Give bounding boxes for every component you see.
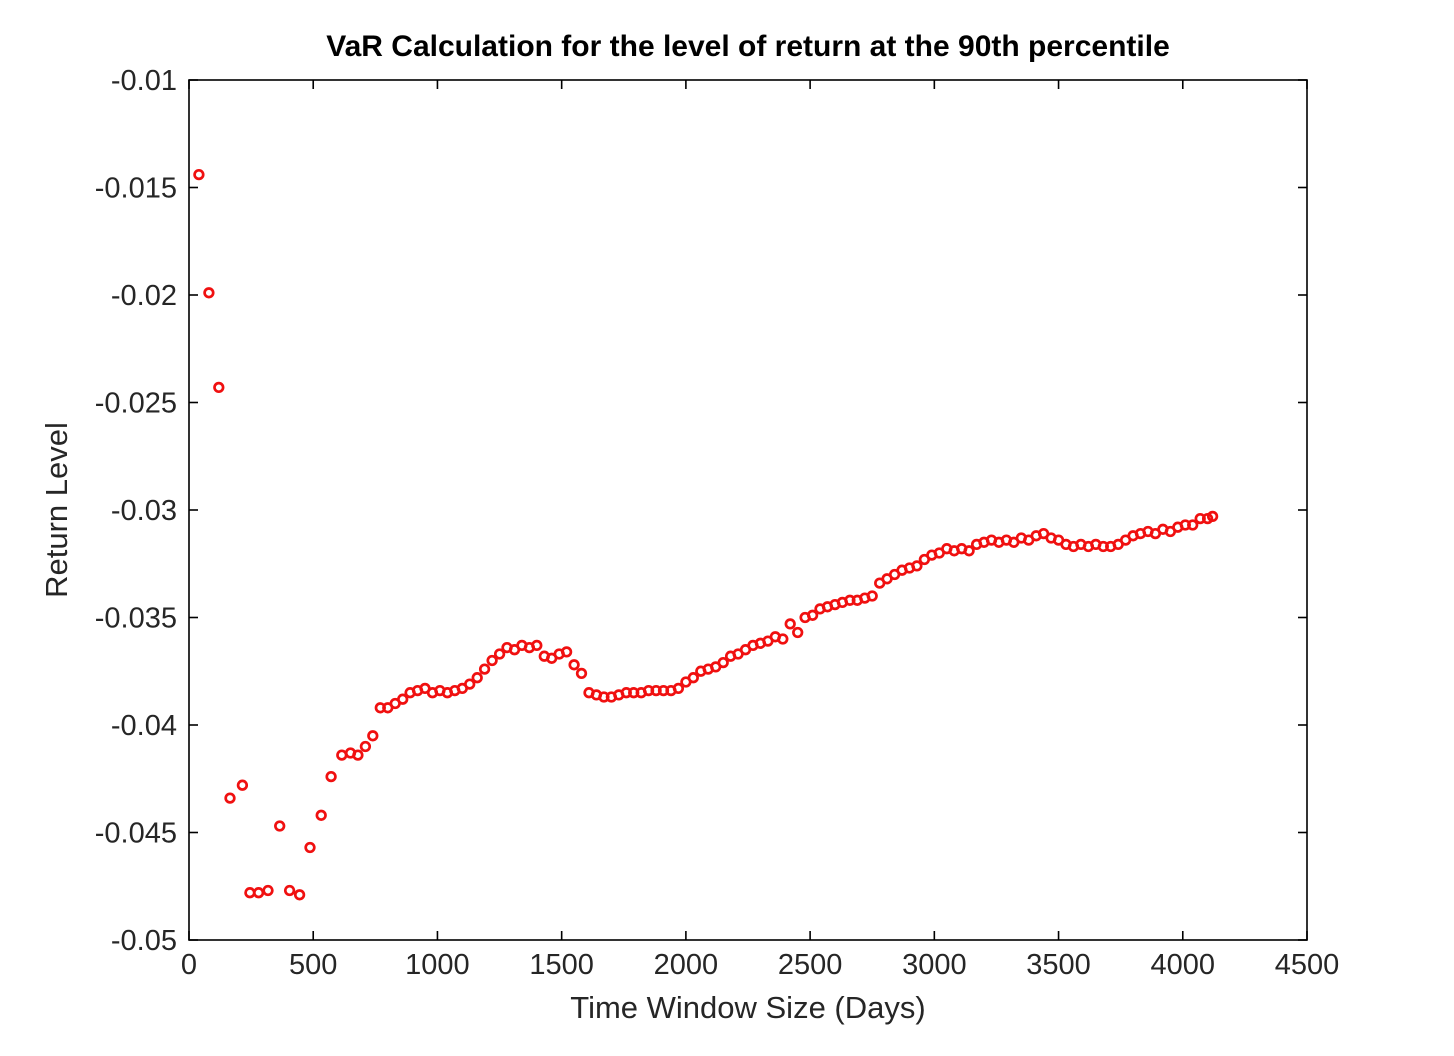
y-tick-label: -0.015 (95, 173, 177, 205)
x-tick-label: 1000 (405, 949, 470, 981)
scatter-marker (325, 770, 337, 783)
scatter-marker (213, 381, 225, 394)
scatter-marker (244, 887, 256, 899)
scatter-marker (560, 646, 573, 658)
y-tick-label: -0.04 (111, 710, 177, 742)
scatter-marker (252, 887, 265, 899)
scatter-marker (478, 663, 491, 675)
x-tick-label: 2000 (654, 949, 719, 981)
scatter-marker (471, 672, 483, 684)
scatter-marker (806, 609, 819, 621)
x-tick-label: 0 (181, 949, 197, 981)
scatter-marker (486, 654, 498, 667)
scatter-marker (236, 779, 249, 791)
scatter-marker (717, 656, 729, 669)
x-tick-label: 2500 (778, 949, 843, 981)
scatter-marker (568, 659, 580, 671)
scatter-marker (262, 884, 274, 897)
scatter-marker (792, 626, 804, 639)
scatter-marker (464, 678, 476, 690)
scatter-marker (493, 648, 506, 660)
scatter-marker (866, 590, 878, 602)
scatter-marker (687, 672, 699, 684)
scatter-marker (304, 841, 316, 854)
scatter-marker (352, 749, 364, 761)
scatter-marker (367, 730, 379, 742)
scatter-marker (283, 884, 296, 897)
scatter-marker (293, 889, 306, 901)
x-tick-label: 1500 (529, 949, 594, 981)
axes-box (188, 79, 1308, 941)
scatter-marker (784, 618, 796, 630)
scatter-marker (203, 287, 215, 299)
scatter-marker (224, 792, 236, 804)
x-tick-label: 4500 (1275, 949, 1340, 981)
x-tick-label: 3500 (1026, 949, 1091, 981)
y-tick-label: -0.03 (111, 495, 177, 527)
scatter-marker (193, 168, 205, 181)
y-tick-label: -0.01 (111, 65, 177, 97)
scatter-marker (531, 639, 543, 652)
y-tick-label: -0.035 (95, 603, 177, 635)
scatter-marker (963, 545, 975, 557)
x-tick-label: 4000 (1151, 949, 1216, 981)
scatter-marker (336, 749, 348, 761)
scatter-marker (575, 667, 588, 680)
scatter-marker (911, 560, 923, 572)
scatter-marker (1187, 519, 1199, 531)
scatter-marker (777, 633, 789, 645)
x-tick-label: 3000 (902, 949, 967, 981)
x-tick-label: 500 (289, 949, 337, 981)
scatter-marker (359, 740, 372, 753)
scatter-marker (274, 820, 286, 832)
scatter-marker (1206, 510, 1219, 523)
x-axis-label: Time Window Size (Days) (570, 990, 926, 1025)
y-tick-label: -0.05 (111, 925, 177, 957)
y-tick-label: -0.045 (95, 818, 177, 850)
y-tick-label: -0.025 (95, 388, 177, 420)
chart-title: VaR Calculation for the level of return … (326, 30, 1170, 63)
scatter-marker (315, 809, 327, 821)
scatter-marker (397, 693, 409, 705)
y-tick-label: -0.02 (111, 280, 177, 312)
scatter-marker (672, 682, 685, 695)
